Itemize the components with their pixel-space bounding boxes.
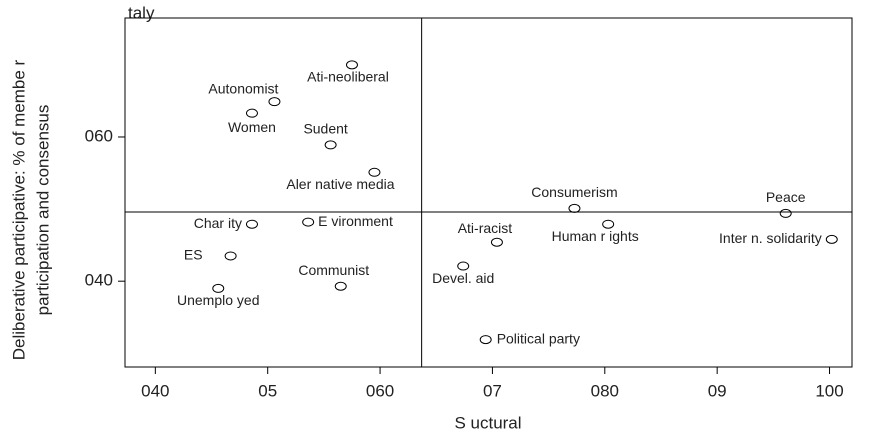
x-tick-label: 100 xyxy=(815,381,843,400)
point xyxy=(602,219,615,229)
point xyxy=(334,281,347,291)
point-label: Inter n. solidarity xyxy=(719,230,822,246)
point-label: Devel. aid xyxy=(432,270,494,286)
point-label: Unemplo yed xyxy=(177,292,260,308)
point xyxy=(568,203,581,213)
point-label: Ati-racist xyxy=(458,220,513,236)
point xyxy=(779,208,792,218)
y-tick-label: 040 xyxy=(85,271,113,290)
point-label: Consumerism xyxy=(531,184,617,200)
point xyxy=(457,261,470,271)
point xyxy=(479,335,492,345)
point xyxy=(345,60,358,70)
point-label: Women xyxy=(228,119,276,135)
point-label: E vironment xyxy=(318,213,393,229)
point xyxy=(825,234,838,244)
point xyxy=(268,97,281,107)
point-label: Communist xyxy=(298,262,369,278)
y-axis-label: participation and consensus xyxy=(33,105,52,316)
x-tick-label: 05 xyxy=(258,381,277,400)
x-tick-label: 040 xyxy=(141,381,169,400)
y-tick-label: 060 xyxy=(85,126,113,145)
chart-title: taly xyxy=(128,3,155,22)
x-tick-label: 060 xyxy=(366,381,394,400)
point-label: Ati-neoliberal xyxy=(307,69,389,85)
point-label: Political party xyxy=(497,330,580,346)
x-axis-label: S uctural xyxy=(454,413,521,432)
point-label: ES xyxy=(184,247,203,263)
point-label: Sudent xyxy=(303,121,347,137)
y-axis-label: Deliberative participative: % of membe r xyxy=(9,59,28,360)
point-label: Char ity xyxy=(194,215,242,231)
point xyxy=(212,283,225,293)
point-label: Autonomist xyxy=(208,80,278,96)
plot-frame xyxy=(124,17,853,368)
point xyxy=(224,251,237,261)
x-tick-label: 09 xyxy=(708,381,727,400)
point xyxy=(368,167,381,177)
point xyxy=(324,140,337,150)
point-label: Aler native media xyxy=(286,176,394,192)
point xyxy=(245,219,258,229)
x-tick-label: 080 xyxy=(591,381,619,400)
point-label: Human r ights xyxy=(552,228,639,244)
point xyxy=(302,217,315,227)
point xyxy=(490,237,503,247)
point xyxy=(245,108,258,118)
x-tick-label: 07 xyxy=(483,381,502,400)
point-label: Peace xyxy=(766,189,806,205)
